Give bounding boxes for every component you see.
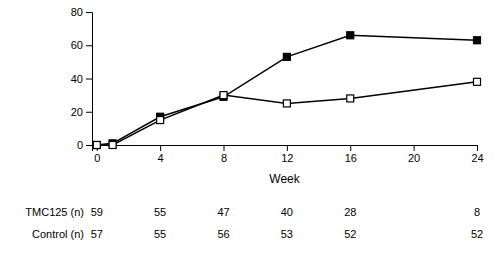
tick-label: 80: [71, 6, 83, 18]
x-axis-title: Week: [269, 172, 300, 186]
marker: [347, 95, 354, 102]
tick: 60: [71, 39, 92, 51]
tick: 0: [77, 139, 92, 151]
marker: [157, 117, 164, 124]
marker: [220, 92, 227, 99]
tick: 20: [71, 106, 92, 118]
tick-label: 16: [345, 152, 357, 164]
tick: 12: [281, 145, 293, 164]
table-value: 47: [217, 206, 229, 218]
chart: 0 4 8 12 16 20 24 0 20 40 60 80 Week TMC125 (n) 59 55 47…: [0, 0, 495, 261]
tick-label: 4: [158, 152, 164, 164]
table-value: 55: [154, 228, 166, 240]
tick: 40: [71, 73, 92, 85]
tick-mark: [477, 145, 478, 151]
tick-label: 0: [94, 152, 100, 164]
tick-mark: [414, 145, 415, 151]
marker: [93, 142, 100, 149]
tick-mark: [86, 145, 92, 146]
tick: 8: [221, 145, 227, 164]
row-label: TMC125 (n): [25, 206, 84, 218]
table-value: 56: [217, 228, 229, 240]
n-table: TMC125 (n) 59 55 47 40 28 8 Control (n) 57 55 56 53…: [25, 206, 483, 240]
tick-mark: [287, 145, 288, 151]
tick-mark: [224, 145, 225, 151]
series-group: [93, 32, 480, 149]
tick-label: 40: [71, 73, 83, 85]
tick: 80: [71, 6, 92, 18]
tick: 16: [345, 145, 357, 164]
table-value: 28: [344, 206, 356, 218]
row-label: Control (n): [32, 228, 84, 240]
tick-mark: [86, 12, 92, 13]
axis-line: [86, 13, 93, 146]
tick-label: 24: [471, 152, 483, 164]
tick-label: 8: [221, 152, 227, 164]
table-value: 57: [91, 228, 103, 240]
tick-mark: [86, 79, 92, 80]
tick-mark: [350, 145, 351, 151]
marker: [347, 32, 354, 39]
tick-label: 0: [77, 139, 83, 151]
tick: 24: [471, 145, 483, 164]
line: [97, 35, 477, 145]
table-value: 52: [344, 228, 356, 240]
tick-label: 12: [281, 152, 293, 164]
marker: [283, 53, 290, 60]
tick-label: 60: [71, 39, 83, 51]
tick: 4: [158, 145, 164, 164]
line: [97, 82, 477, 145]
plot: 0 4 8 12 16 20 24 0 20 40 60 80: [71, 6, 484, 164]
table-value: 52: [471, 228, 483, 240]
marker: [109, 142, 116, 149]
axis-line: [93, 146, 478, 152]
marker: [93, 142, 100, 149]
table-value: 8: [474, 206, 480, 218]
table-value: 53: [281, 228, 293, 240]
table-value: 55: [154, 206, 166, 218]
tick-mark: [160, 145, 161, 151]
marker: [474, 78, 481, 85]
tick: 20: [408, 145, 420, 164]
tick-label: 20: [71, 106, 83, 118]
marker: [283, 100, 290, 107]
tick-mark: [86, 112, 92, 113]
tick-label: 20: [408, 152, 420, 164]
marker: [474, 37, 481, 44]
table-value: 40: [281, 206, 293, 218]
table-value: 59: [91, 206, 103, 218]
y-axis: 0 20 40 60 80: [71, 6, 93, 151]
x-axis: 0 4 8 12 16 20 24: [93, 145, 484, 164]
tick-mark: [86, 45, 92, 46]
